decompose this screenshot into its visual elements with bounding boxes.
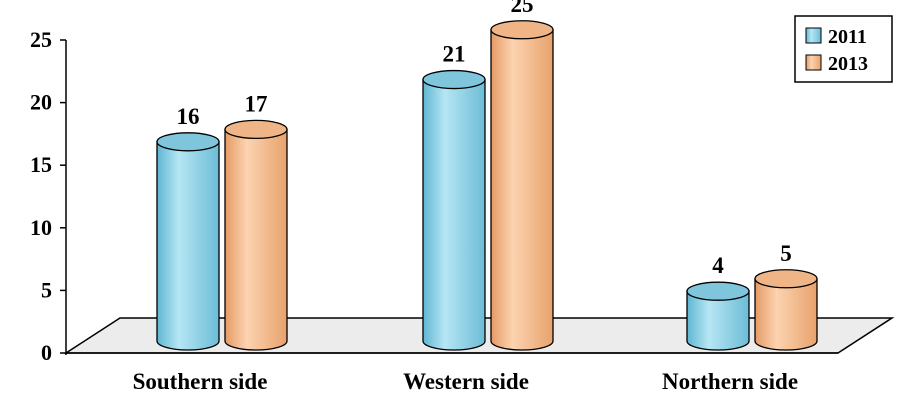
bar-body [156, 141, 220, 351]
y-tick-label: 20 [30, 90, 52, 115]
bar-2013-0 [224, 119, 288, 351]
bar-2013-1 [490, 20, 554, 351]
x-category-label: Southern side [133, 369, 268, 394]
legend-label-2011: 2011 [828, 26, 867, 48]
bar-top [156, 132, 220, 152]
bar-body [686, 290, 750, 351]
y-tick-label: 5 [41, 277, 52, 302]
legend-swatch-2013 [805, 54, 822, 71]
bar-body [490, 29, 554, 351]
bar-body [754, 278, 818, 351]
y-tick-label: 15 [30, 152, 52, 177]
data-label: 16 [177, 104, 200, 129]
y-tick-label: 0 [41, 340, 52, 365]
bar-body [224, 128, 288, 351]
y-axis-ticks: 0 5 10 15 20 25 [30, 27, 66, 365]
bar-top [224, 119, 288, 140]
x-category-label: Western side [403, 369, 529, 394]
legend: 2011 2013 [794, 15, 893, 83]
legend-box [794, 15, 893, 83]
x-category-label: Northern side [662, 369, 798, 394]
data-label: 21 [443, 42, 466, 67]
bar-top [686, 281, 750, 301]
bar-top [754, 269, 818, 289]
data-label: 17 [245, 91, 268, 116]
y-tick-label: 25 [30, 27, 52, 52]
bar-body [422, 78, 486, 351]
bars-group: 16 17 21 25 4 5 [156, 0, 818, 351]
bar-2011-1 [422, 69, 486, 351]
bar-top [490, 20, 554, 40]
y-tick-label: 10 [30, 215, 52, 240]
bar-top [422, 69, 486, 90]
data-label: 4 [712, 253, 724, 278]
legend-swatch-2011 [805, 27, 822, 44]
bar-2011-2 [686, 281, 750, 351]
legend-label-2013: 2013 [828, 53, 868, 75]
bar-2011-0 [156, 132, 220, 351]
x-axis-labels: Southern side Western side Northern side [133, 369, 798, 394]
bar-2013-2 [754, 269, 818, 351]
data-label: 5 [780, 241, 792, 266]
data-label: 25 [511, 0, 534, 17]
